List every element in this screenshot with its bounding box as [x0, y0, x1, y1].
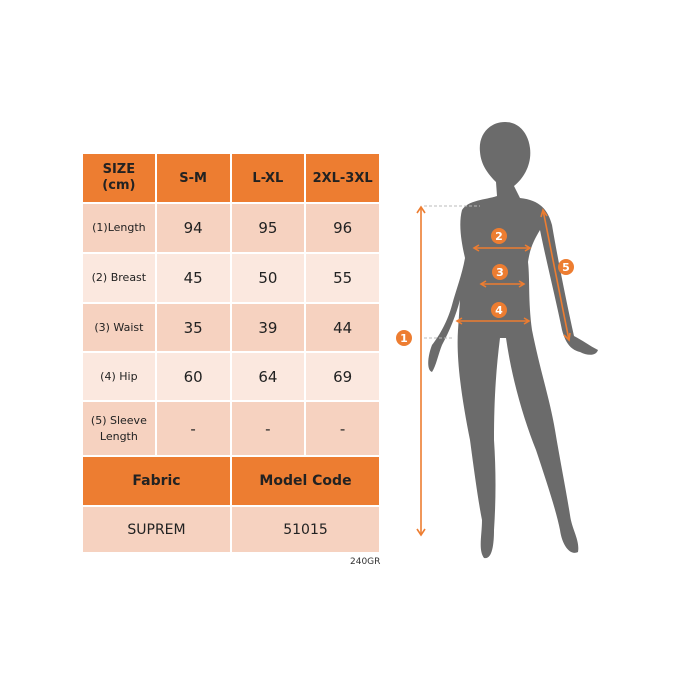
- marker-5: 5: [558, 259, 574, 275]
- table-cell: 94: [155, 203, 231, 253]
- column-header: S-M: [155, 153, 231, 203]
- column-header: 2XL-3XL: [305, 153, 380, 203]
- table-row: (5) Sleeve Length - - -: [82, 401, 380, 456]
- table-cell: -: [230, 401, 306, 456]
- unit-label: (cm): [102, 178, 136, 193]
- table-cell: 55: [305, 253, 380, 303]
- guide-lines: [424, 205, 480, 339]
- table-cell: 50: [230, 253, 306, 303]
- fabric-value: SUPREM: [82, 506, 231, 553]
- row-label: (3) Waist: [82, 303, 156, 352]
- measurement-arrows: [416, 205, 571, 537]
- fabric-header-row: Fabric Model Code: [82, 456, 380, 506]
- model-code-value: 51015: [231, 506, 380, 553]
- svg-text:3: 3: [496, 266, 504, 279]
- size-header: SIZE (cm): [82, 153, 156, 203]
- size-label: SIZE: [102, 162, 136, 177]
- table-cell: 60: [155, 352, 231, 401]
- table-cell: 39: [230, 303, 306, 352]
- sleeve-arrow: [542, 209, 570, 341]
- table-cell: 64: [230, 352, 306, 401]
- row-label: (5) Sleeve Length: [82, 401, 156, 456]
- size-chart-table: SIZE (cm) S-M L-XL 2XL-3XL (1)Length 94 …: [82, 153, 380, 553]
- row-label: (1)Length: [82, 203, 156, 253]
- table-cell: 35: [155, 303, 231, 352]
- model-code-label: Model Code: [231, 456, 380, 506]
- table-row: (1)Length 94 95 96: [82, 203, 380, 253]
- table-cell: 69: [305, 352, 380, 401]
- table-cell: 95: [230, 203, 306, 253]
- marker-2: 2: [491, 228, 507, 244]
- svg-text:5: 5: [562, 261, 570, 274]
- table-row: (2) Breast 45 50 55: [82, 253, 380, 303]
- table-row: (3) Waist 35 39 44: [82, 303, 380, 352]
- row-label: (4) Hip: [82, 352, 156, 401]
- fabric-label: Fabric: [82, 456, 231, 506]
- row-label-line: Length: [99, 429, 138, 443]
- column-header: L-XL: [230, 153, 306, 203]
- weight-note: 240GR: [350, 557, 381, 567]
- table-cell: -: [155, 401, 231, 456]
- row-label-line: (5) Sleeve: [90, 413, 147, 427]
- marker-4: 4: [491, 302, 507, 318]
- table-cell: 96: [305, 203, 380, 253]
- female-silhouette: [428, 122, 598, 559]
- marker-1: 1: [396, 330, 412, 346]
- marker-3: 3: [492, 264, 508, 280]
- svg-text:2: 2: [495, 230, 503, 243]
- table-cell: -: [305, 401, 380, 456]
- table-cell: 45: [155, 253, 231, 303]
- table-row: (4) Hip 60 64 69: [82, 352, 380, 401]
- table-header-row: SIZE (cm) S-M L-XL 2XL-3XL: [82, 153, 380, 203]
- svg-text:4: 4: [495, 304, 503, 317]
- svg-text:1: 1: [400, 332, 408, 345]
- table-cell: 44: [305, 303, 380, 352]
- fabric-value-row: SUPREM 51015: [82, 506, 380, 553]
- row-label: (2) Breast: [82, 253, 156, 303]
